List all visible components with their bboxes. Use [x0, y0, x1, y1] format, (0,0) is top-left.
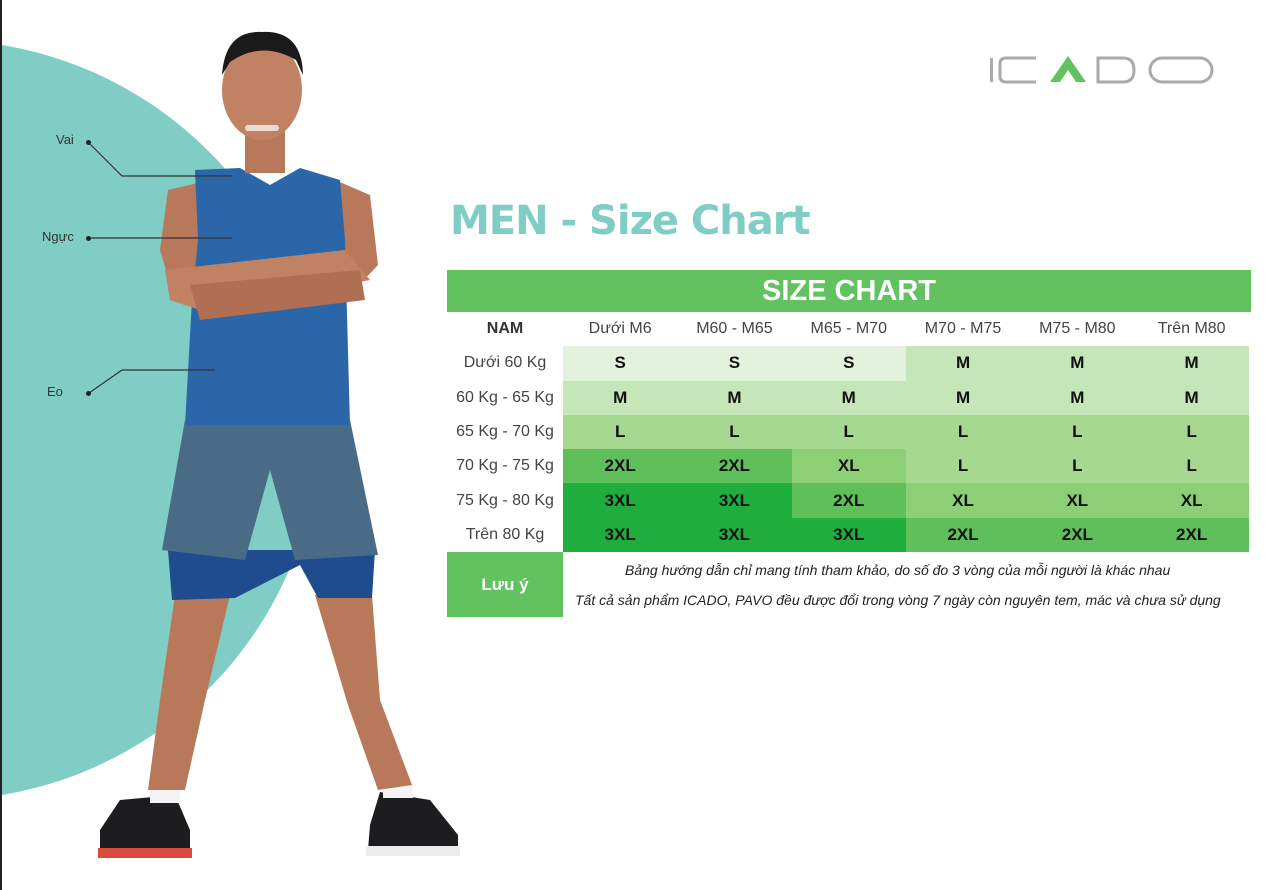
- size-cell: L: [791, 414, 906, 450]
- size-cell: L: [1134, 449, 1249, 484]
- size-cell: L: [677, 414, 792, 450]
- row-label: 70 Kg - 75 Kg: [456, 457, 554, 475]
- size-cell: M: [677, 380, 792, 415]
- note-line: Tất cả sản phẩm ICADO, PAVO đều được đổi…: [575, 591, 1221, 608]
- callout-dot-vai: [86, 140, 91, 145]
- size-chart-table: SIZE CHART NAM Dưới M6 M60 - M65 M65 - M…: [447, 270, 1251, 618]
- table-row: 75 Kg - 80 Kg 3XL 3XL 2XL XL XL XL: [447, 483, 1251, 518]
- callout-label-eo: Eo: [47, 384, 63, 399]
- size-cell: 3XL: [791, 517, 906, 553]
- size-cell: L: [905, 449, 1021, 484]
- size-cell: 2XL: [905, 517, 1021, 553]
- table-row: Trên 80 Kg 3XL 3XL 3XL 2XL 2XL 2XL: [447, 517, 1251, 553]
- corner-label: NAM: [447, 312, 563, 347]
- size-cell: L: [1134, 414, 1249, 450]
- size-cell: 3XL: [677, 483, 792, 518]
- callout-label-vai: Vai: [56, 132, 74, 147]
- table-body: Dưới 60 Kg S S S M M M 60 Kg - 65 Kg M M M M M M 65 Kg…: [447, 346, 1251, 553]
- size-cell: L: [1020, 449, 1135, 484]
- table-row: Dưới 60 Kg S S S M M M: [447, 346, 1251, 381]
- size-cell: M: [1020, 346, 1135, 381]
- size-cell: L: [905, 414, 1021, 450]
- row-label: Trên 80 Kg: [465, 525, 545, 543]
- left-border: [0, 0, 2, 890]
- column-header: M75 - M80: [1020, 312, 1135, 347]
- table-row: 60 Kg - 65 Kg M M M M M M: [447, 380, 1251, 415]
- callout-dot-nguc: [86, 236, 91, 241]
- callout-lines: [88, 142, 232, 394]
- note-label: Lưu ý: [447, 552, 563, 618]
- size-cell: XL: [1020, 483, 1135, 518]
- note-row: Lưu ý Bảng hướng dẫn chỉ mang tính tham …: [447, 552, 1251, 618]
- size-cell: M: [905, 380, 1021, 415]
- model-figure: [98, 31, 460, 858]
- size-cell: M: [905, 346, 1021, 381]
- size-cell: M: [1134, 380, 1249, 415]
- callout-dot-eo: [86, 391, 91, 396]
- note-text: Bảng hướng dẫn chỉ mang tính tham khảo, …: [563, 552, 1251, 617]
- size-cell: M: [1020, 380, 1135, 415]
- size-cell: XL: [1134, 483, 1249, 518]
- row-label: 65 Kg - 70 Kg: [456, 423, 554, 441]
- size-cell: XL: [905, 483, 1021, 518]
- row-label: 75 Kg - 80 Kg: [456, 491, 554, 509]
- column-header: M60 - M65: [677, 312, 792, 347]
- table-row: 65 Kg - 70 Kg L L L L L L: [447, 414, 1251, 450]
- size-cell: S: [677, 346, 792, 381]
- column-header: Trên M80: [1134, 312, 1249, 347]
- size-cell: 2XL: [1020, 517, 1135, 553]
- size-cell: 3XL: [677, 517, 792, 553]
- size-cell: L: [1020, 414, 1135, 450]
- row-label: Dưới 60 Kg: [463, 354, 547, 372]
- column-header: M70 - M75: [905, 312, 1021, 347]
- size-cell: S: [563, 346, 678, 381]
- row-label: 60 Kg - 65 Kg: [456, 388, 554, 406]
- size-cell: 2XL: [791, 483, 906, 518]
- size-cell: 2XL: [563, 449, 678, 484]
- column-header: M65 - M70: [791, 312, 906, 347]
- note-line: Bảng hướng dẫn chỉ mang tính tham khảo, …: [625, 561, 1171, 578]
- size-chart-header: SIZE CHART: [447, 270, 1251, 312]
- size-cell: M: [1134, 346, 1249, 381]
- size-cell: 3XL: [563, 517, 678, 553]
- size-cell: 2XL: [677, 449, 792, 484]
- size-cell: S: [791, 346, 906, 381]
- table-header-row: NAM Dưới M6 M60 - M65 M65 - M70 M70 - M7…: [447, 312, 1251, 347]
- table-row: 70 Kg - 75 Kg 2XL 2XL XL L L L: [447, 449, 1251, 484]
- size-cell: 3XL: [563, 483, 678, 518]
- page-title: MEN - Size Chart: [450, 198, 811, 244]
- size-cell: L: [563, 414, 678, 450]
- column-header: Dưới M6: [563, 312, 678, 347]
- size-cell: M: [563, 380, 678, 415]
- size-cell: M: [791, 380, 906, 415]
- callout-label-nguc: Ngực: [42, 229, 74, 244]
- size-cell: 2XL: [1134, 517, 1249, 553]
- size-cell: XL: [791, 449, 906, 484]
- icado-logo: [990, 56, 1214, 84]
